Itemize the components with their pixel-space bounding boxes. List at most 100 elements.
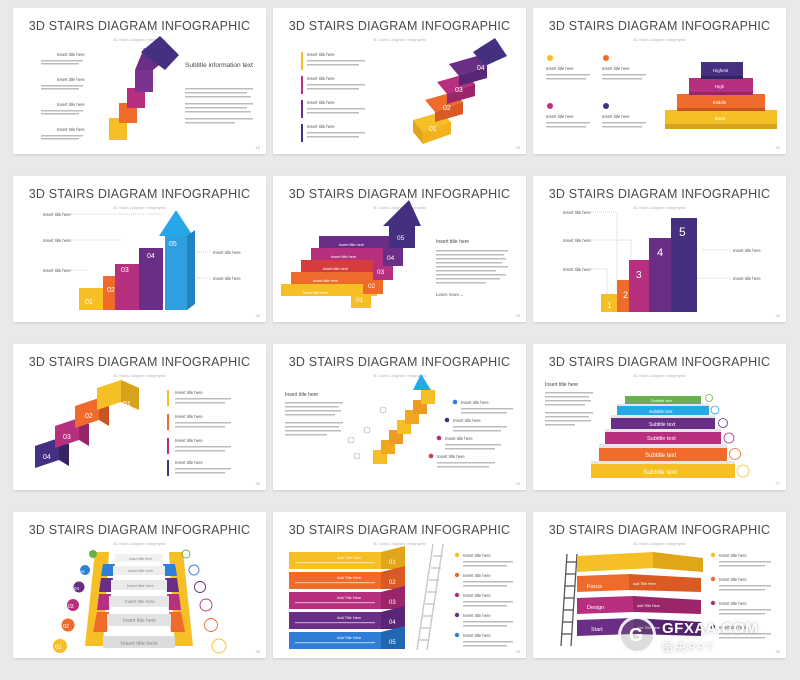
insert-title-3: Insert title here — [463, 593, 491, 598]
bar-title: Insert title here — [313, 279, 338, 283]
svg-text:→: → — [459, 292, 464, 297]
page-number: 25 — [255, 481, 260, 486]
slide-1[interactable]: 3D STAIRS DIAGRAM INFOGRAPHIC 3D Stairs … — [13, 8, 266, 154]
slide-title: 3D STAIRS DIAGRAM INFOGRAPHIC — [548, 355, 771, 369]
slide-title: 3D STAIRS DIAGRAM INFOGRAPHIC — [288, 19, 511, 33]
insert-title-3: Insert title here — [445, 436, 473, 441]
slide-6[interactable]: 3D STAIRS DIAGRAM INFOGRAPHIC 3D Stairs … — [533, 176, 786, 322]
slide-3[interactable]: 3D STAIRS DIAGRAM INFOGRAPHIC 3D Stairs … — [533, 8, 786, 154]
slide-subtitle: 3D Stairs Diagram Infographic — [372, 373, 427, 378]
pyramid-label: Highest — [713, 68, 729, 73]
column-number: 3 — [636, 270, 642, 281]
step-label: 05 — [169, 241, 177, 248]
step-label: 02 — [389, 580, 396, 586]
slide-5[interactable]: 3D STAIRS DIAGRAM INFOGRAPHIC 3D Stairs … — [273, 176, 526, 322]
slide-10[interactable]: 3D STAIRS DIAGRAM INFOGRAPHIC 3D Stairs … — [13, 512, 266, 658]
insert-title-2: Insert title here — [453, 418, 481, 423]
step-label: 05 — [389, 640, 396, 646]
slide-4[interactable]: 3D STAIRS DIAGRAM INFOGRAPHIC 3D Stairs … — [13, 176, 266, 322]
page-number: 20 — [515, 145, 520, 150]
column-number: 1 — [607, 301, 612, 310]
insert-title-3: Insert title here — [307, 100, 335, 105]
step-badge: 04 — [74, 586, 80, 591]
ladder-icon — [560, 553, 578, 647]
slide-8[interactable]: 3D STAIRS DIAGRAM INFOGRAPHIC 3D Stairs … — [273, 344, 526, 490]
insert-title-1: Insert title here — [719, 553, 747, 558]
insert-title-2: Insert title here — [463, 573, 491, 578]
slide-subtitle: 3D Stairs Diagram Infographic — [112, 205, 167, 210]
ribbon-title: Add Title Here — [337, 636, 361, 640]
step-title: Insert title here — [123, 618, 156, 624]
cup-icon — [211, 638, 227, 654]
slide-subtitle: 3D Stairs Diagram Infographic — [632, 37, 687, 42]
pyramid-label: Base — [715, 116, 726, 121]
step-badge: 03 — [68, 604, 74, 610]
stair-label-start: Start — [591, 627, 603, 633]
insert-title-3: Insert title here — [57, 102, 85, 107]
pyramid-label: Middle — [713, 100, 727, 105]
slide-12[interactable]: 3D STAIRS DIAGRAM INFOGRAPHIC 3D Stairs … — [533, 512, 786, 658]
step-label: 03 — [455, 87, 463, 94]
step-label: 04 — [477, 65, 485, 72]
insert-title-3: Insert title here — [546, 114, 574, 119]
ribbon-title: Add Title Here — [633, 582, 656, 586]
watermark-cn: 图央PPT — [662, 642, 716, 654]
insert-title-1: Insert title here — [57, 52, 85, 57]
step-title: Insert title here — [128, 569, 153, 573]
slide-title: 3D STAIRS DIAGRAM INFOGRAPHIC — [548, 187, 771, 201]
arrow-head — [141, 36, 179, 70]
plane-icon — [603, 55, 609, 61]
column-number: 5 — [679, 225, 686, 239]
page-number: 28 — [255, 649, 260, 654]
slide-title: 3D STAIRS DIAGRAM INFOGRAPHIC — [288, 523, 511, 537]
central-staircase-diagram: Insert title here Insert title here Inse… — [53, 549, 227, 654]
slide-title: 3D STAIRS DIAGRAM INFOGRAPHIC — [28, 187, 251, 201]
slide-9[interactable]: 3D STAIRS DIAGRAM INFOGRAPHIC 3D Stairs … — [533, 344, 786, 490]
slide-subtitle: 3D Stairs Diagram Infographic — [372, 37, 427, 42]
bar-title: Insert title here — [339, 243, 364, 247]
page-number: 24 — [775, 313, 780, 318]
step-label: 01 — [356, 297, 364, 304]
step-1-block — [109, 118, 127, 140]
camera-icon — [204, 618, 218, 632]
insert-title-4: Insert title here — [175, 460, 203, 465]
insert-title-3: Insert title here — [719, 601, 747, 606]
insert-title-4: Insert title here — [463, 613, 491, 618]
ribbon-ladder-diagram: 01 02 03 04 05 Add Title Here Add Title … — [289, 543, 513, 651]
insert-title-4: Insert title here — [437, 454, 465, 459]
slide-subtitle: 3D Stairs Diagram Infographic — [632, 205, 687, 210]
trophy-icon — [547, 55, 553, 61]
step-label: 03 — [63, 434, 71, 441]
ribbon-title: Add Title Here — [337, 596, 361, 600]
insert-title-1: Insert title here — [43, 212, 71, 217]
watermark-glyph: G — [629, 625, 644, 645]
page-number: 22 — [255, 313, 260, 318]
slide-2[interactable]: 3D STAIRS DIAGRAM INFOGRAPHIC 3D Stairs … — [273, 8, 526, 154]
slide-subtitle: 3D Stairs Diagram Infographic — [112, 37, 167, 42]
insert-title-1: Insert title here — [563, 210, 591, 215]
step-subtitle: Subtitle text — [643, 469, 677, 476]
chat-icon — [729, 448, 741, 460]
gear-icon — [718, 418, 728, 428]
insert-title-5: Insert title here — [213, 276, 241, 281]
step-label: 02 — [85, 413, 93, 420]
bar-title: Insert title here — [331, 255, 356, 259]
slide-subtitle: 3D Stairs Diagram Infographic — [372, 541, 427, 546]
cube-stairs-diagram: 04 03 02 01 Insert title here Insert tit… — [35, 380, 231, 476]
slide-7[interactable]: 3D STAIRS DIAGRAM INFOGRAPHIC 3D Stairs … — [13, 344, 266, 490]
insert-title-3: Insert title here — [563, 267, 591, 272]
insert-title-3: Insert title here — [43, 268, 71, 273]
bar-stairs-arrow-diagram: Insert title here Insert title here Inse… — [43, 210, 241, 310]
page-number: 21 — [775, 145, 780, 150]
stair-label-focus: Focus — [587, 584, 602, 590]
staircase-subtitles-diagram: Insert title here Subtitle text Subtitle… — [545, 382, 750, 478]
slide-title: 3D STAIRS DIAGRAM INFOGRAPHIC — [288, 187, 511, 201]
step-label: 03 — [377, 269, 385, 276]
slide-11[interactable]: 3D STAIRS DIAGRAM INFOGRAPHIC 3D Stairs … — [273, 512, 526, 658]
step-label: 01 — [389, 560, 396, 566]
flag-icon — [736, 464, 750, 478]
insert-title-heading: Insert title here — [436, 239, 469, 245]
step-title: Insert title here — [127, 583, 154, 588]
slide-title: 3D STAIRS DIAGRAM INFOGRAPHIC — [548, 523, 771, 537]
layered-stairs-arrow-diagram: Insert title here Insert title here Inse… — [281, 200, 508, 308]
